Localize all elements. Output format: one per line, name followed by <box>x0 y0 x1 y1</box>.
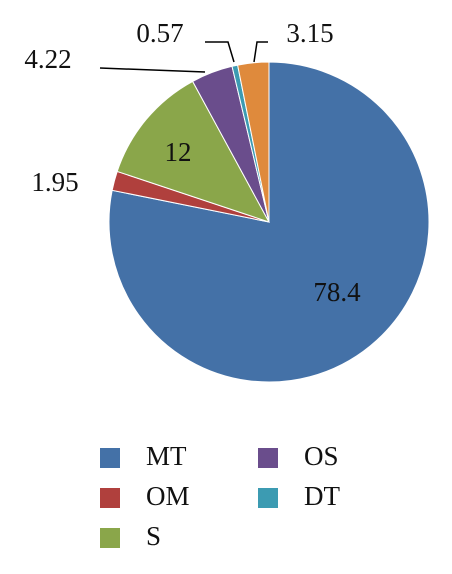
legend-swatch <box>258 488 278 508</box>
legend-label: S <box>146 521 161 551</box>
legend-swatch <box>100 528 120 548</box>
data-label: 1.95 <box>31 167 78 197</box>
data-label: 3.15 <box>286 18 333 48</box>
legend-swatch <box>258 448 278 468</box>
legend-label: OS <box>304 441 339 471</box>
legend-label: DT <box>304 481 340 511</box>
pie-slice <box>237 61 270 223</box>
data-label: 0.57 <box>136 18 183 48</box>
data-label: 4.22 <box>24 44 71 74</box>
leader-line <box>99 67 206 73</box>
legend-label: OM <box>146 481 190 511</box>
leader-line <box>253 41 268 63</box>
leader-line <box>205 41 235 63</box>
legend-swatch <box>100 448 120 468</box>
data-label: 12 <box>165 137 192 167</box>
data-label: 78.4 <box>313 277 361 307</box>
pie-slice <box>116 80 271 223</box>
legend-label: MT <box>146 441 187 471</box>
legend-swatch <box>100 488 120 508</box>
